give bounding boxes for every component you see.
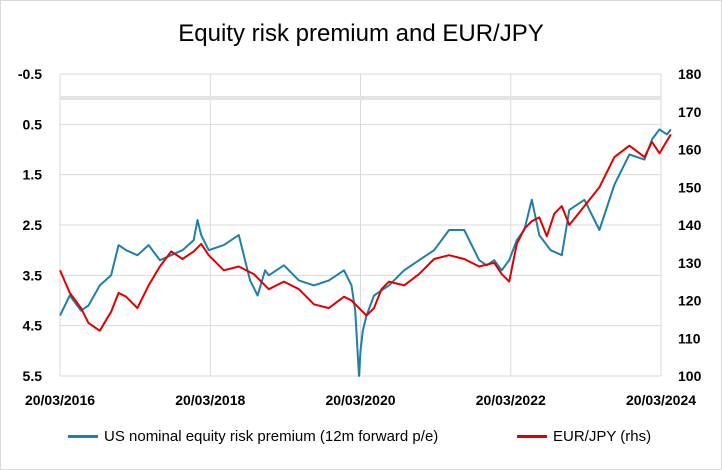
left-tick-label: -0.5 [18, 66, 42, 82]
right-tick-label: 160 [678, 142, 702, 158]
left-tick-label: 4.5 [23, 318, 43, 334]
x-tick-label: 20/03/2022 [476, 392, 546, 408]
left-tick-label: 1.5 [23, 167, 43, 183]
legend-swatch-erp [68, 435, 98, 438]
x-tick-label: 20/03/2020 [325, 392, 395, 408]
right-tick-label: 100 [678, 368, 702, 384]
left-tick-label: 2.5 [23, 217, 43, 233]
legend-label-erp: US nominal equity risk premium (12m forw… [104, 428, 439, 445]
left-axis-ticks: -0.5 0.5 1.5 2.5 3.5 4.5 5.5 [18, 66, 42, 384]
x-tick-label: 20/03/2016 [25, 392, 95, 408]
right-tick-label: 140 [678, 217, 702, 233]
left-tick-label: 3.5 [23, 267, 43, 283]
right-tick-label: 180 [678, 66, 702, 82]
right-tick-label: 110 [678, 330, 701, 346]
right-tick-label: 170 [678, 104, 702, 120]
series-line-erp [59, 128, 672, 377]
right-tick-label: 130 [678, 255, 702, 271]
legend-item-erp: US nominal equity risk premium (12m forw… [68, 428, 438, 445]
left-tick-label: 0.5 [23, 116, 43, 132]
chart-title: Equity risk premium and EUR/JPY [178, 20, 544, 47]
series-layer [59, 128, 672, 377]
legend-swatch-eurjpy [517, 435, 547, 438]
top-band [60, 96, 661, 100]
x-tick-label: 20/03/2024 [626, 392, 696, 408]
legend-item-eurjpy: EUR/JPY (rhs) [517, 428, 651, 445]
series-line-eurjpy [59, 133, 672, 332]
right-tick-label: 150 [678, 179, 702, 195]
legend: US nominal equity risk premium (12m forw… [0, 428, 722, 450]
gridlines [59, 73, 662, 377]
x-axis-ticks: 20/03/2016 20/03/2018 20/03/2020 20/03/2022… [25, 392, 696, 408]
left-tick-label: 5.5 [23, 368, 43, 384]
x-tick-label: 20/03/2018 [175, 392, 245, 408]
legend-label-eurjpy: EUR/JPY (rhs) [553, 428, 652, 445]
right-axis-ticks: 100 110 120 130 140 150 160 170 180 [678, 66, 702, 384]
right-tick-label: 120 [678, 293, 702, 309]
